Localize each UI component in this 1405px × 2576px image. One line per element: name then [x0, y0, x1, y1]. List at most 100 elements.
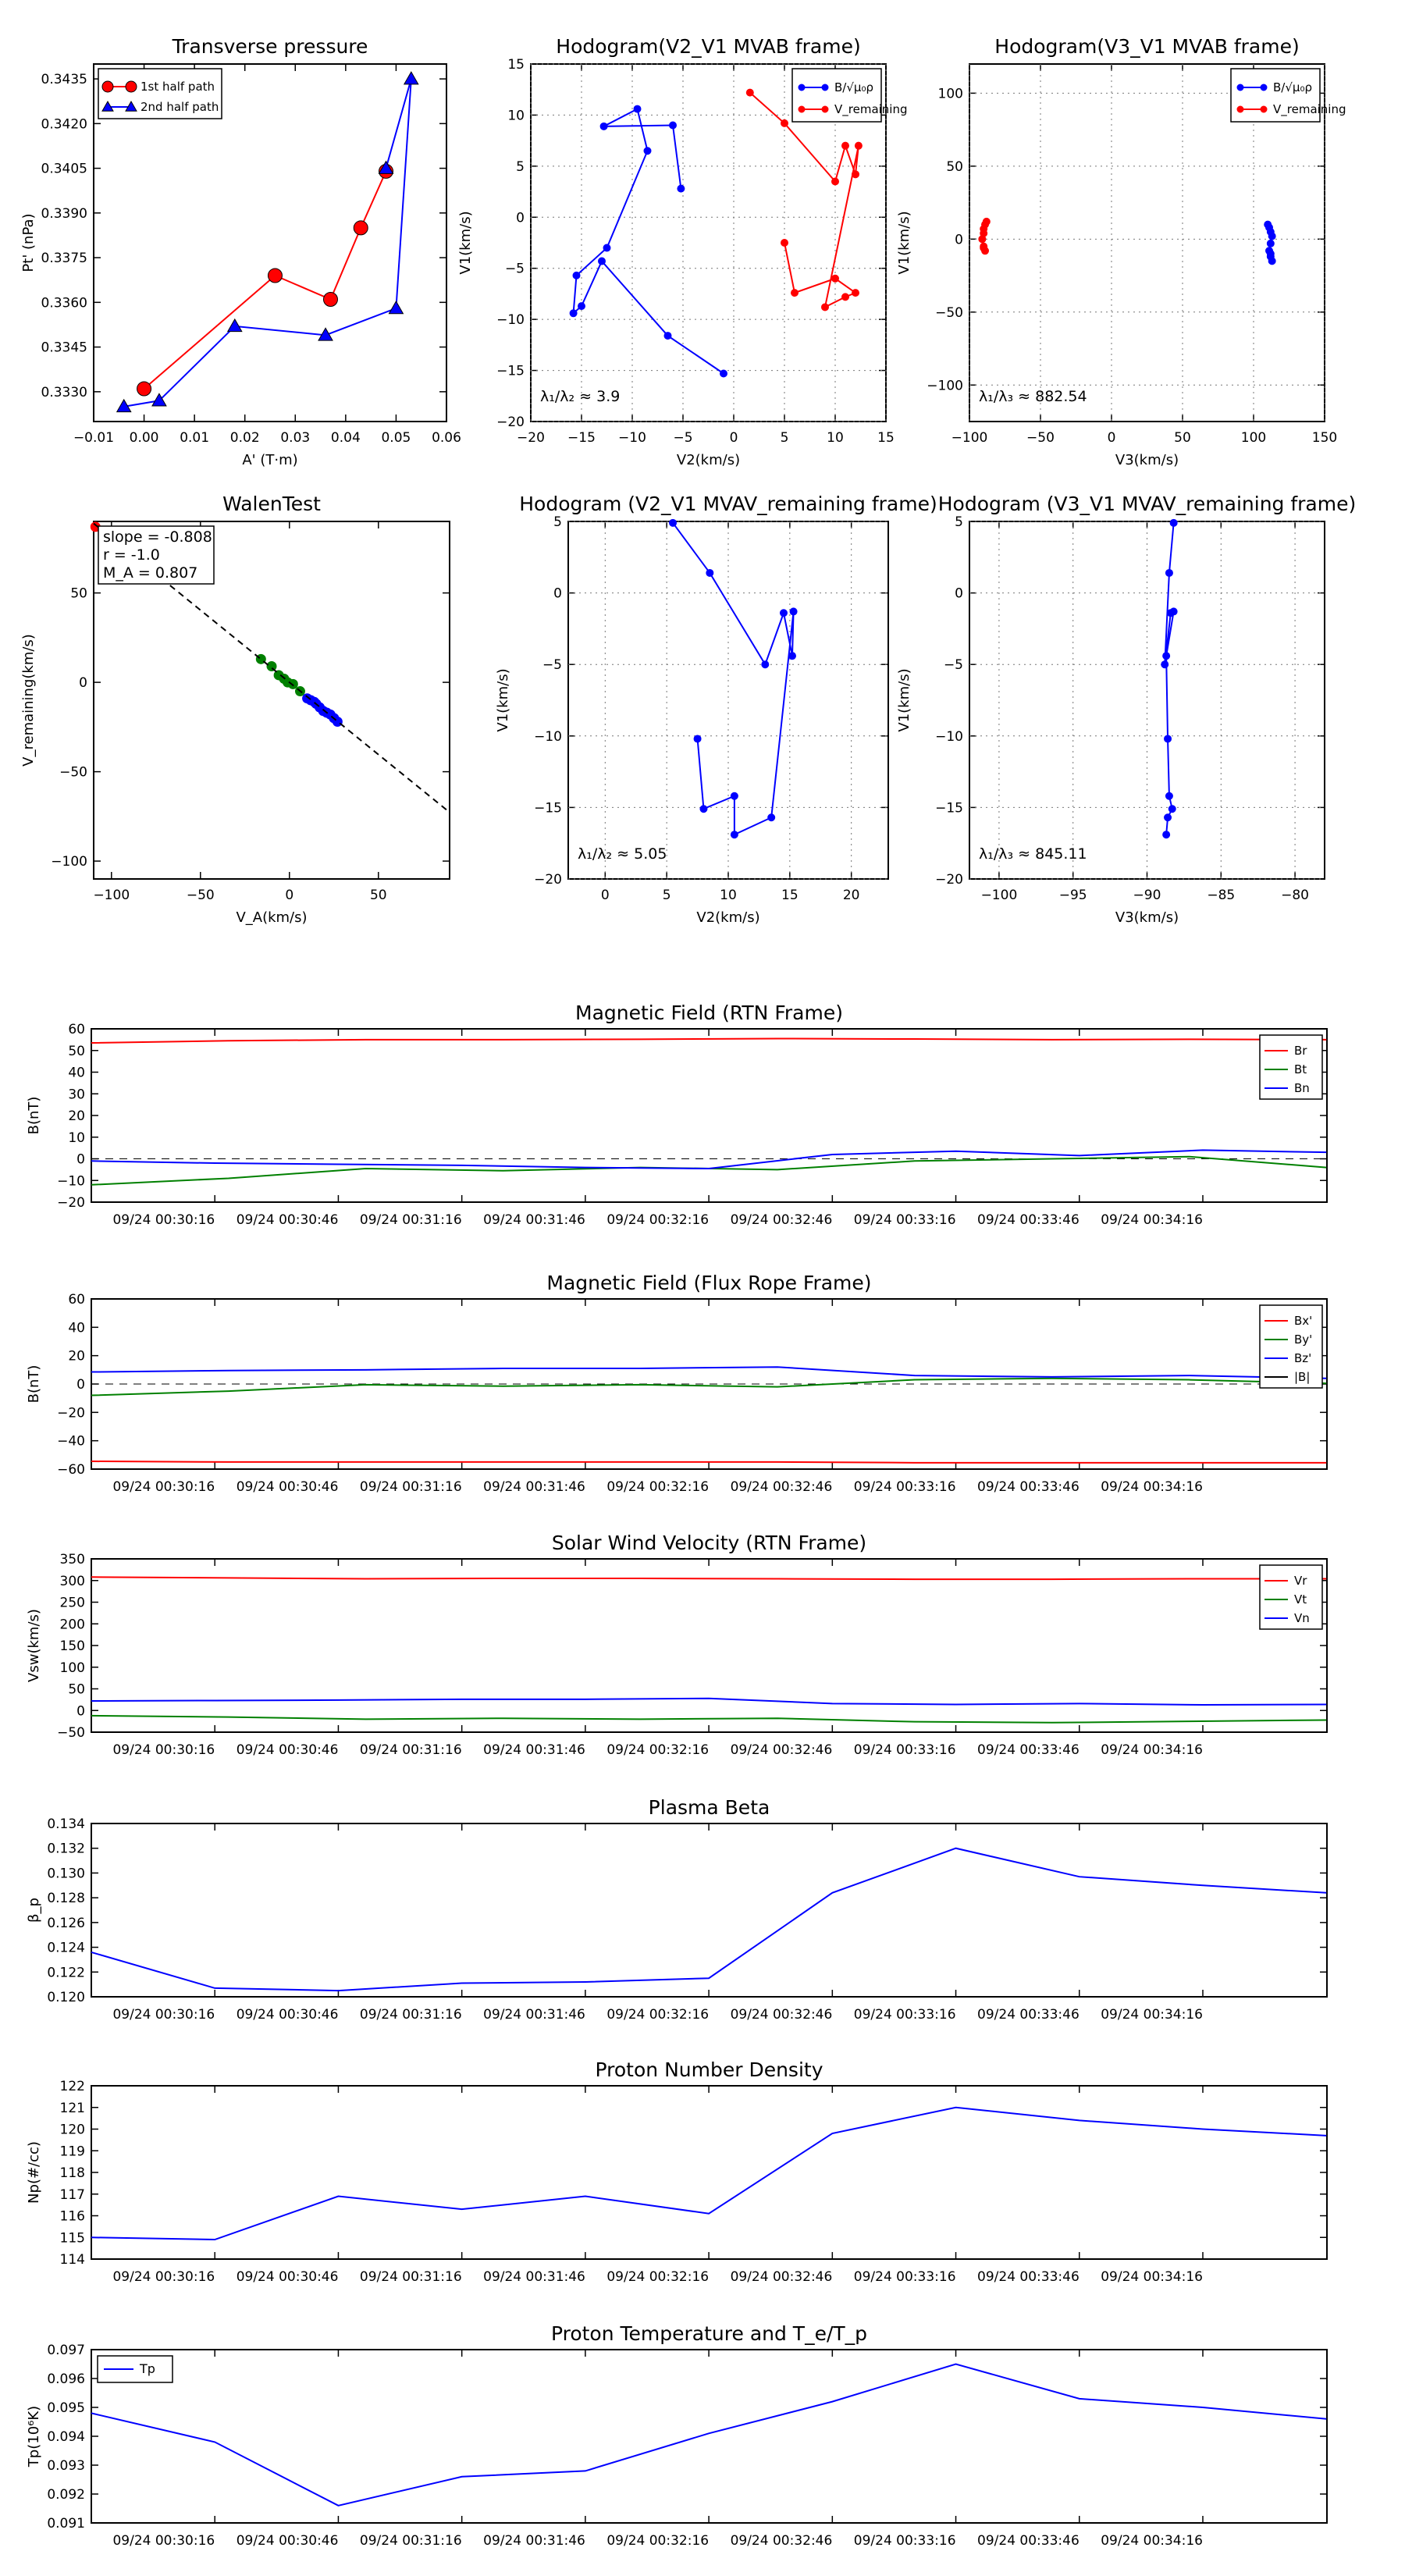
- x-axis-label: V3(km/s): [1115, 452, 1179, 468]
- y-tick-label: 0: [955, 232, 963, 247]
- data-point: [693, 735, 702, 743]
- ratio-annotation: λ₁/λ₃ ≈ 845.11: [979, 845, 1087, 863]
- x-tick-label: −90: [1133, 888, 1161, 903]
- plot-frame: [93, 521, 450, 880]
- data-point: [1260, 105, 1268, 113]
- y-axis-label: V1(km/s): [457, 211, 474, 274]
- data-point: [287, 678, 298, 689]
- x-tick-label: 10: [720, 888, 737, 903]
- x-tick-label: 09/24 00:30:46: [237, 2533, 339, 2549]
- legend-label: Vn: [1294, 1611, 1310, 1625]
- ratio-annotation: λ₁/λ₃ ≈ 882.54: [979, 388, 1087, 405]
- y-tick-label: 100: [60, 1660, 85, 1676]
- y-tick-label: 0.3375: [41, 251, 87, 266]
- y-tick-label: 300: [60, 1574, 85, 1589]
- data-point: [1165, 792, 1173, 800]
- y-tick-label: −20: [57, 1405, 85, 1421]
- stats-line: r = -1.0: [103, 546, 160, 564]
- x-tick-label: 09/24 00:32:16: [606, 2269, 709, 2285]
- chart-tp: 0.091 0.092 0.093 0.094 0.095 0.096 0.097 09/24…: [26, 2322, 1328, 2549]
- data-point: [841, 293, 849, 301]
- y-tick-label: 350: [60, 1552, 85, 1567]
- y-tick-label: 0.120: [47, 1990, 85, 2005]
- x-tick-label: 09/24 00:33:16: [854, 1742, 956, 1758]
- x-tick-label: 0: [1108, 430, 1116, 446]
- y-tick-label: 0: [955, 586, 963, 602]
- x-tick-label: 09/24 00:33:16: [854, 1479, 956, 1495]
- data-point: [791, 289, 799, 297]
- x-tick-label: 0: [285, 888, 293, 903]
- y-tick-label: 60: [68, 1022, 85, 1037]
- data-point: [1162, 831, 1171, 839]
- y-tick-label: −50: [57, 1725, 85, 1741]
- data-point: [1161, 660, 1169, 669]
- y-tick-label: −40: [57, 1434, 85, 1450]
- x-tick-label: 15: [877, 430, 895, 446]
- y-tick-label: 0.122: [47, 1965, 85, 1980]
- legend-label: V_remaining: [834, 102, 908, 117]
- legend-label: Bn: [1294, 1081, 1310, 1095]
- x-tick-label: 09/24 00:34:16: [1101, 1742, 1203, 1758]
- y-axis-label: V1(km/s): [896, 668, 912, 731]
- x-tick-label: 09/24 00:31:16: [360, 2533, 462, 2549]
- x-tick-label: 09/24 00:33:46: [977, 1212, 1080, 1228]
- series-line-By': [91, 1377, 1327, 1397]
- legend: [1259, 1304, 1323, 1389]
- x-tick-label: 09/24 00:32:46: [731, 2007, 833, 2023]
- data-point: [720, 369, 727, 378]
- plot-frame: [91, 1028, 1328, 1203]
- x-tick-label: 09/24 00:30:16: [112, 2269, 215, 2285]
- y-tick-label: 0.3330: [41, 385, 87, 400]
- data-point: [730, 792, 738, 800]
- x-tick-label: 09/24 00:34:16: [1101, 1212, 1203, 1228]
- y-tick-label: 0.3405: [41, 162, 87, 177]
- y-tick-label: 121: [60, 2101, 85, 2116]
- y-tick-label: −15: [534, 800, 562, 816]
- legend-label: Bx': [1294, 1314, 1312, 1328]
- y-tick-label: 50: [946, 159, 963, 175]
- data-point: [101, 100, 114, 112]
- x-tick-label: 09/24 00:30:46: [237, 2007, 339, 2023]
- x-tick-label: 0.04: [331, 430, 361, 446]
- series-line: [672, 522, 795, 836]
- plot-frame: [91, 1823, 1328, 1998]
- y-tick-label: 0.124: [47, 1941, 85, 1956]
- series-line: [572, 108, 724, 375]
- legend: [791, 68, 882, 123]
- data-point: [603, 244, 611, 252]
- series-layer: [978, 217, 1276, 265]
- series-line-Vt: [91, 1714, 1327, 1724]
- x-tick-label: 09/24 00:33:16: [854, 2269, 956, 2285]
- chart-hodo2: −100 −50 0 50 100 −100 −50 0 50 100 150 Hodogram(V3…: [896, 35, 1346, 468]
- data-point: [854, 141, 863, 150]
- x-tick-label: 0.05: [381, 430, 411, 446]
- data-point: [125, 80, 137, 93]
- x-tick-label: 50: [1174, 430, 1191, 446]
- ratio-annotation: λ₁/λ₂ ≈ 5.05: [578, 845, 667, 863]
- chart-title: Hodogram(V2_V1 MVAB frame): [556, 35, 860, 58]
- x-tick-label: −80: [1281, 888, 1309, 903]
- chart-np: 114 115 116 117 118 119 120 121 122 09/24 00:30:1…: [26, 2058, 1328, 2285]
- y-tick-label: 50: [68, 1682, 85, 1698]
- y-tick-label: 5: [553, 514, 562, 530]
- data-point: [821, 84, 829, 91]
- legend-label: Vr: [1294, 1574, 1307, 1588]
- data-point: [781, 119, 788, 127]
- x-tick-label: 0: [601, 888, 610, 903]
- series-line-beta: [91, 1847, 1327, 1992]
- legend-label: B/√μ₀ρ: [1273, 80, 1312, 94]
- plot-frame: [91, 1558, 1328, 1733]
- y-tick-label: 0: [76, 1377, 85, 1393]
- y-tick-label: 0.134: [47, 1816, 85, 1832]
- series-layer: [116, 71, 419, 413]
- data-point: [798, 84, 806, 91]
- legend-label: |B|: [1294, 1370, 1310, 1384]
- data-point: [633, 105, 642, 113]
- x-tick-label: 09/24 00:31:46: [483, 1212, 585, 1228]
- x-tick-label: −20: [517, 430, 545, 446]
- data-point: [151, 393, 167, 407]
- data-point: [978, 235, 987, 244]
- data-point: [1165, 568, 1173, 577]
- data-point: [980, 244, 988, 252]
